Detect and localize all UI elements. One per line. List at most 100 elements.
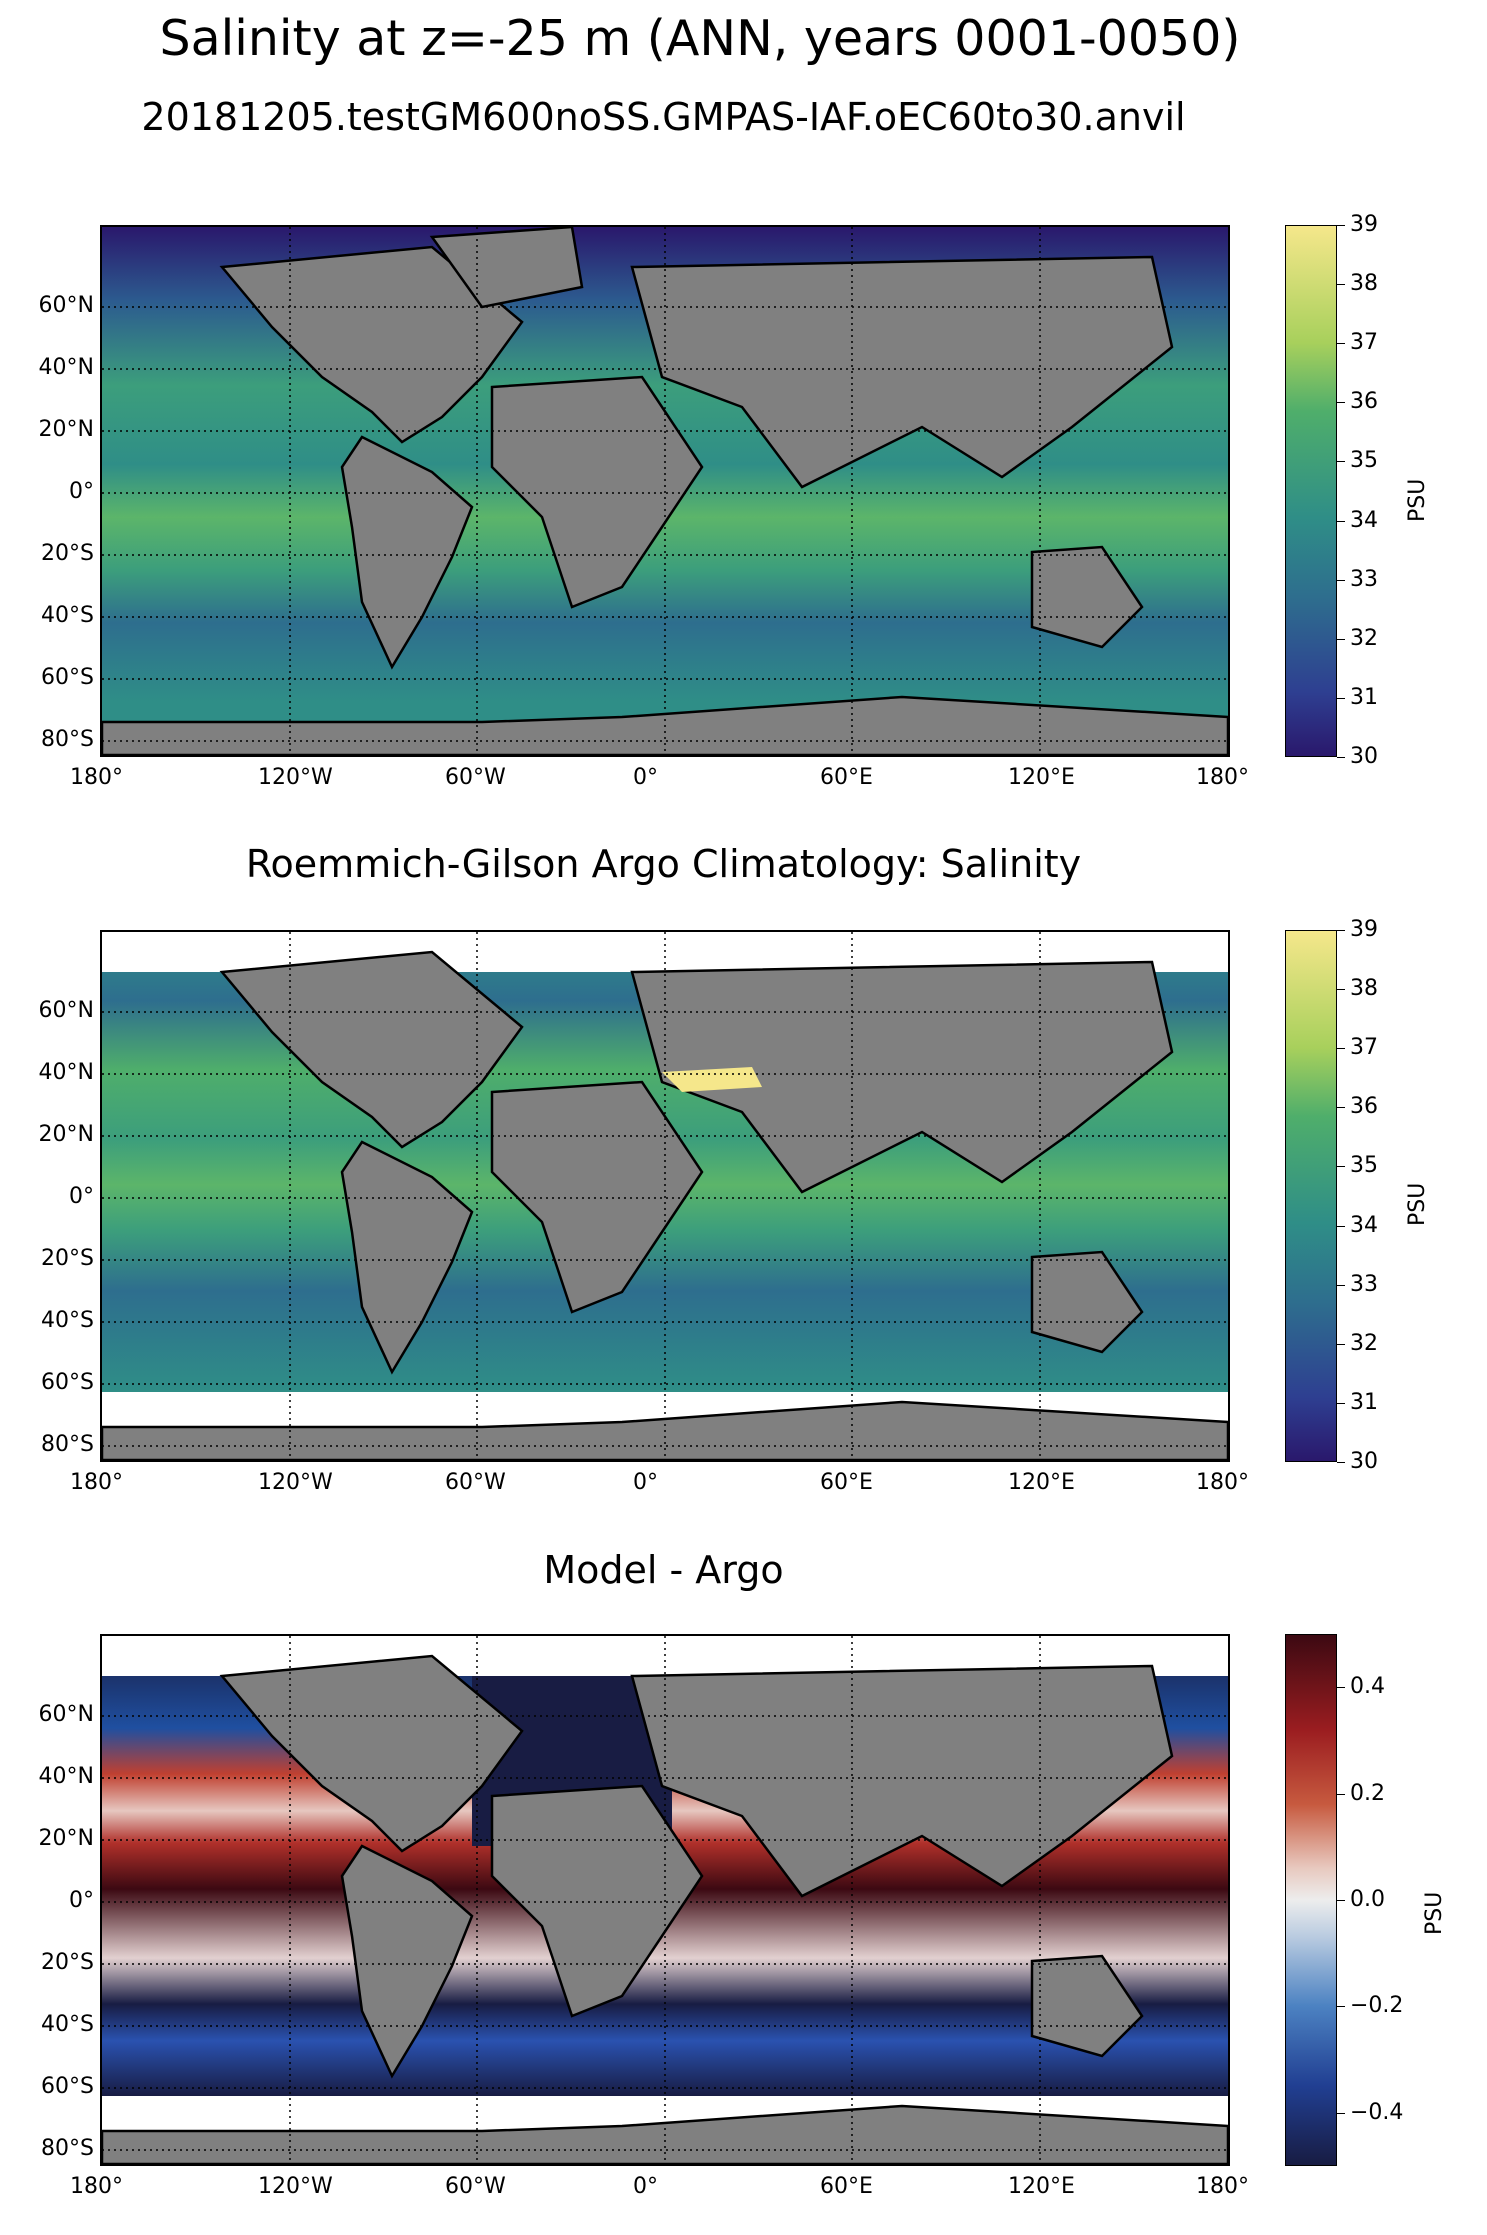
colorbar-tick-mark xyxy=(1337,579,1345,581)
figure-title: Salinity at z=-25 m (ANN, years 0001-005… xyxy=(159,10,1241,67)
colorbar-tick-mark xyxy=(1337,1166,1345,1168)
colorbar-tick-mark xyxy=(1337,1793,1345,1795)
lat-tick-label: 60°N xyxy=(38,1702,94,1727)
colorbar-tick-label: 31 xyxy=(1350,684,1378,710)
lon-tick-label: 120°W xyxy=(258,2174,333,2199)
lon-tick-label: 60°W xyxy=(445,765,506,790)
panel-1-title: 20181205.testGM600noSS.GMPAS-IAF.oEC60to… xyxy=(141,95,1186,139)
lon-tick-label: 120°E xyxy=(1008,2174,1075,2199)
lon-tick-label: 60°W xyxy=(445,1470,506,1495)
graticule xyxy=(102,227,1228,755)
map-panel-diff[interactable] xyxy=(100,1634,1230,2166)
colorbar-tick-mark xyxy=(1337,520,1345,522)
lat-tick-label: 20°N xyxy=(38,1122,94,1147)
lat-tick-label: 40°S xyxy=(41,2012,94,2037)
graticule xyxy=(102,932,1228,1460)
lon-tick-label: 60°E xyxy=(820,2174,873,2199)
land-mask xyxy=(102,227,1228,755)
lat-tick-label: 60°S xyxy=(41,2074,94,2099)
colorbar-tick-mark xyxy=(1337,343,1345,345)
colorbar-tick-mark xyxy=(1337,225,1345,226)
colorbar-tick-label: 32 xyxy=(1350,1330,1378,1356)
colorbar-tick-label: 36 xyxy=(1350,1094,1378,1120)
colorbar-tick-mark xyxy=(1337,757,1345,758)
colorbar-tick-label: 30 xyxy=(1350,1449,1378,1474)
colorbar-tick-mark xyxy=(1337,1402,1345,1404)
lon-tick-label: 120°W xyxy=(258,1470,333,1495)
colorbar-2-unit: PSU xyxy=(1405,1182,1430,1226)
lat-tick-label: 0° xyxy=(69,1888,94,1913)
colorbar-1-unit: PSU xyxy=(1405,478,1430,522)
colorbar-tick-label: 33 xyxy=(1350,566,1378,592)
colorbar-tick-mark xyxy=(1337,989,1345,991)
lat-tick-label: 80°S xyxy=(41,1432,94,1457)
lat-tick-label: 40°S xyxy=(41,603,94,628)
lon-tick-label: 180° xyxy=(70,2174,123,2199)
colorbar-tick-mark xyxy=(1337,461,1345,463)
colorbar-tick-label: 34 xyxy=(1350,507,1378,533)
lat-tick-label: 40°N xyxy=(38,1060,94,1085)
colorbar-tick-label: 34 xyxy=(1350,1212,1378,1238)
map-panel-argo[interactable] xyxy=(100,930,1230,1462)
colorbar-tick-label: 30 xyxy=(1350,744,1378,769)
lon-tick-label: 180° xyxy=(70,1470,123,1495)
lat-tick-label: 80°S xyxy=(41,727,94,752)
lon-tick-label: 0° xyxy=(633,765,658,790)
colorbar-tick-label: 0.2 xyxy=(1350,1780,1385,1806)
lat-tick-label: 20°S xyxy=(41,1950,94,1975)
lat-tick-label: 40°S xyxy=(41,1308,94,1333)
colorbar-2 xyxy=(1285,930,1337,1462)
colorbar-tick-label: 36 xyxy=(1350,389,1378,415)
colorbar-tick-label: 39 xyxy=(1350,212,1378,237)
colorbar-tick-mark xyxy=(1337,1107,1345,1109)
lon-tick-label: 180° xyxy=(1196,2174,1249,2199)
colorbar-tick-mark xyxy=(1337,1225,1345,1227)
colorbar-tick-label: 38 xyxy=(1350,976,1378,1002)
lat-tick-label: 20°N xyxy=(38,1826,94,1851)
lon-tick-label: 0° xyxy=(633,2174,658,2199)
lat-tick-label: 80°S xyxy=(41,2136,94,2161)
lat-tick-label: 20°S xyxy=(41,1246,94,1271)
colorbar-tick-mark xyxy=(1337,1462,1345,1463)
panel-2-title: Roemmich-Gilson Argo Climatology: Salini… xyxy=(245,842,1082,886)
colorbar-tick-mark xyxy=(1337,1900,1345,1901)
colorbar-tick-label: 38 xyxy=(1350,271,1378,297)
colorbar-tick-mark xyxy=(1337,638,1345,640)
colorbar-tick-label: 33 xyxy=(1350,1271,1378,1297)
colorbar-3 xyxy=(1285,1634,1337,2166)
colorbar-tick-mark xyxy=(1337,2006,1345,2008)
lat-tick-label: 40°N xyxy=(38,1764,94,1789)
lon-tick-label: 120°E xyxy=(1008,1470,1075,1495)
colorbar-tick-mark xyxy=(1337,2112,1345,2114)
colorbar-tick-label: 37 xyxy=(1350,1035,1378,1061)
colorbar-tick-label: 0.0 xyxy=(1350,1887,1385,1912)
lon-tick-label: 60°W xyxy=(445,2174,506,2199)
lat-tick-label: 60°N xyxy=(38,998,94,1023)
lon-tick-label: 60°E xyxy=(820,1470,873,1495)
colorbar-tick-label: −0.4 xyxy=(1350,2099,1404,2125)
land-mask xyxy=(102,1654,1228,2164)
colorbar-3-unit: PSU xyxy=(1422,1891,1447,1935)
lat-tick-label: 20°S xyxy=(41,541,94,566)
lon-tick-label: 120°E xyxy=(1008,765,1075,790)
lon-tick-label: 180° xyxy=(1196,1470,1249,1495)
colorbar-1 xyxy=(1285,225,1337,757)
lon-tick-label: 180° xyxy=(70,765,123,790)
colorbar-tick-mark xyxy=(1337,697,1345,699)
lat-tick-label: 60°S xyxy=(41,1370,94,1395)
colorbar-tick-label: −0.2 xyxy=(1350,1993,1404,2019)
map-panel-model[interactable] xyxy=(100,225,1230,757)
mediterranean-high-salinity xyxy=(662,1067,762,1092)
graticule xyxy=(102,1636,1228,2164)
colorbar-tick-mark xyxy=(1337,1687,1345,1689)
lon-tick-label: 180° xyxy=(1196,765,1249,790)
colorbar-tick-mark xyxy=(1337,930,1345,931)
lat-tick-label: 60°N xyxy=(38,293,94,318)
colorbar-tick-label: 32 xyxy=(1350,625,1378,651)
lon-tick-label: 0° xyxy=(633,1470,658,1495)
panel-3-title: Model - Argo xyxy=(543,1548,784,1592)
colorbar-tick-label: 31 xyxy=(1350,1389,1378,1415)
lon-tick-label: 120°W xyxy=(258,765,333,790)
colorbar-tick-label: 39 xyxy=(1350,917,1378,942)
colorbar-tick-mark xyxy=(1337,1343,1345,1345)
